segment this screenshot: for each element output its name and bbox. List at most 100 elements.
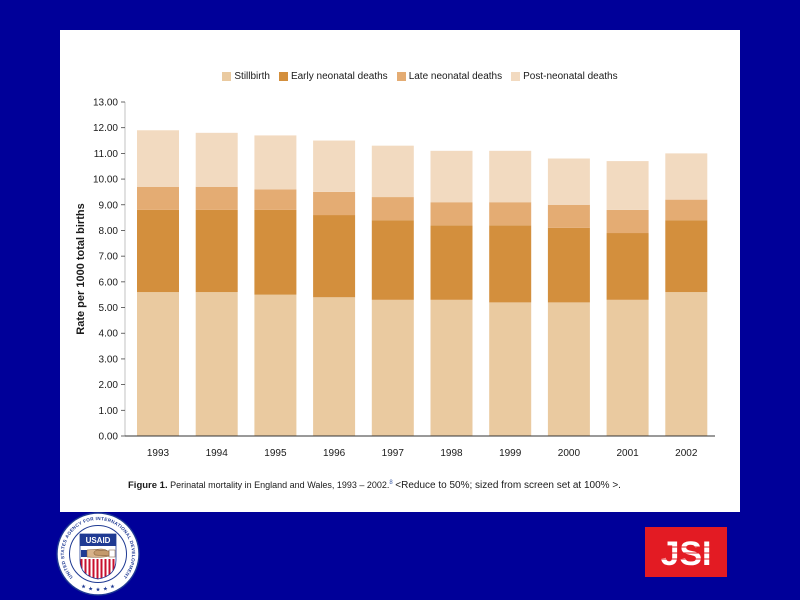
bar-post-neonatal-deaths-1995 — [254, 135, 297, 190]
bar-stack-1998 — [430, 150, 473, 436]
bar-late-neonatal-deaths-2002 — [665, 199, 708, 221]
bar-stillbirth-1998 — [430, 299, 473, 436]
legend-item-stillbirth: Stillbirth — [222, 71, 270, 82]
handshake-right-cuff — [108, 549, 116, 558]
handshake-icon — [81, 548, 116, 558]
y-axis-title: Rate per 1000 total births — [75, 203, 87, 334]
x-tick-label: 1994 — [206, 448, 229, 459]
bar-post-neonatal-deaths-1994 — [195, 132, 238, 187]
jsi-logo-graphic: JSI — [645, 527, 727, 577]
seal-stripe — [92, 559, 95, 579]
seal-stripe — [112, 559, 115, 579]
stacked-bar-chart: 0.00 1.00 2.00 3.00 4.00 5.00 6.00 7.00 8.00 9.00… — [75, 98, 715, 459]
bar-early-neonatal-deaths-2001 — [606, 233, 649, 300]
bar-early-neonatal-deaths-1994 — [195, 209, 238, 293]
bar-stillbirth-1993 — [137, 292, 179, 436]
bar-stack-1997 — [371, 145, 414, 436]
jsi-logo-background — [645, 527, 727, 577]
bar-late-neonatal-deaths-2001 — [606, 209, 649, 234]
bar-stillbirth-1999 — [489, 302, 532, 436]
x-tick-label: 1998 — [440, 448, 463, 459]
y-tick-label: 3.00 — [99, 354, 119, 365]
bar-late-neonatal-deaths-1995 — [254, 189, 297, 210]
seal-stars — [81, 584, 115, 592]
bar-stillbirth-1994 — [195, 292, 238, 436]
y-tick-label: 2.00 — [99, 380, 119, 391]
bar-early-neonatal-deaths-2000 — [547, 227, 590, 303]
usaid-seal-logo: UNITED STATES AGENCY FOR INTERNATIONAL D… — [56, 512, 140, 596]
legend-label-late-neonatal: Late neonatal deaths — [408, 70, 503, 82]
bar-post-neonatal-deaths-1993 — [137, 130, 179, 187]
seal-star-icon — [88, 586, 93, 591]
shield-usaid-text: USAID — [86, 536, 111, 545]
bar-stillbirth-1995 — [254, 294, 297, 436]
bar-early-neonatal-deaths-2002 — [665, 220, 708, 293]
bar-early-neonatal-deaths-1999 — [489, 225, 532, 303]
bar-late-neonatal-deaths-1994 — [195, 186, 238, 210]
seal-shield: USAID — [80, 534, 116, 579]
chart-panel: 0.00 1.00 2.00 3.00 4.00 5.00 6.00 7.00 8.00 9.00… — [60, 30, 740, 512]
y-axis: 0.00 1.00 2.00 3.00 4.00 5.00 6.00 7.00 8.00 9.00… — [93, 98, 125, 443]
jsi-logo-text: JSI — [660, 535, 711, 573]
y-tick-label: 8.00 — [99, 226, 119, 237]
y-tick-label: 5.00 — [99, 303, 119, 314]
bar-late-neonatal-deaths-1993 — [137, 186, 179, 210]
bar-late-neonatal-deaths-1999 — [489, 202, 532, 226]
bar-late-neonatal-deaths-1996 — [313, 191, 356, 216]
legend-swatch-post-neonatal — [511, 71, 521, 81]
legend-item-late-neonatal: Late neonatal deaths — [396, 70, 503, 82]
bar-stack-1999 — [489, 150, 532, 436]
bar-post-neonatal-deaths-1998 — [430, 150, 473, 203]
seal-stripe — [88, 559, 91, 579]
caption-title: Perinatal mortality in England and Wales… — [170, 480, 390, 490]
legend-label-early-neonatal: Early neonatal deaths — [290, 70, 388, 82]
bar-early-neonatal-deaths-1998 — [430, 225, 473, 300]
y-tick-label: 0.00 — [99, 432, 119, 443]
bar-stack-1994 — [195, 132, 238, 436]
y-tick-label: 13.00 — [93, 98, 118, 109]
bar-stack-2001 — [606, 161, 649, 436]
bar-early-neonatal-deaths-1995 — [254, 209, 297, 295]
bar-stillbirth-2001 — [606, 299, 649, 436]
legend-label-post-neonatal: Post-neonatal deaths — [523, 70, 618, 82]
seal-star-icon — [95, 587, 101, 592]
jsi-logo-stripes — [651, 546, 721, 560]
legend-label-stillbirth: Stillbirth — [234, 70, 270, 82]
bar-early-neonatal-deaths-1993 — [137, 209, 179, 293]
caption-note: <Reduce to 50%; sized from screen set at… — [395, 480, 621, 491]
handshake-left-cuff — [81, 550, 87, 557]
usaid-seal-graphic: UNITED STATES AGENCY FOR INTERNATIONAL D… — [56, 512, 140, 596]
bar-stack-2002 — [665, 153, 708, 436]
legend-item-post-neonatal: Post-neonatal deaths — [511, 71, 618, 82]
seal-star-icon — [103, 586, 108, 591]
y-tick-label: 7.00 — [99, 252, 119, 263]
x-tick-label: 2000 — [558, 448, 581, 459]
bar-post-neonatal-deaths-2002 — [665, 153, 708, 200]
chart-legend: Stillbirth Early neonatal deaths Late ne… — [125, 69, 715, 83]
bar-post-neonatal-deaths-1997 — [371, 145, 414, 198]
y-tick-label: 11.00 — [94, 149, 119, 160]
jsi-logo: JSI — [645, 527, 727, 577]
seal-star-icon — [81, 584, 86, 589]
caption-reference-number: 8 — [389, 480, 393, 486]
bar-stillbirth-1996 — [313, 297, 356, 436]
bar-post-neonatal-deaths-1999 — [489, 150, 532, 203]
bar-stack-1993 — [137, 130, 179, 436]
seal-stripe — [84, 559, 87, 579]
bar-stack-2000 — [547, 158, 590, 436]
x-tick-label: 1999 — [499, 448, 522, 459]
x-tick-label: 1997 — [382, 448, 405, 459]
seal-stripe — [108, 559, 111, 579]
legend-swatch-late-neonatal — [396, 71, 406, 81]
x-tick-label: 1996 — [323, 448, 346, 459]
x-axis: 1993 1994 1995 1996 1997 1998 1999 2000 2001 2002 — [147, 448, 698, 459]
legend-swatch-early-neonatal — [278, 71, 288, 81]
shield-outline — [79, 533, 117, 580]
bar-stillbirth-2002 — [665, 292, 708, 436]
bar-early-neonatal-deaths-1996 — [313, 215, 356, 298]
x-tick-label: 1993 — [147, 448, 170, 459]
bar-stillbirth-1997 — [371, 299, 414, 436]
legend-item-early-neonatal: Early neonatal deaths — [278, 70, 388, 82]
bar-stack-1996 — [313, 140, 356, 436]
seal-stripe — [100, 559, 103, 579]
